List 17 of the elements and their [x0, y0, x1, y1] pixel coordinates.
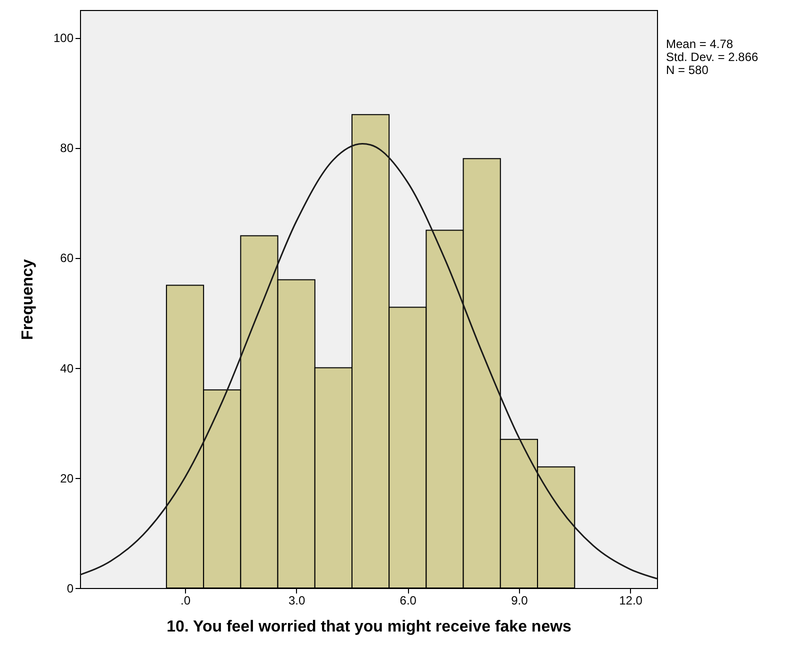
x-tick-label: 9.0 — [511, 594, 528, 608]
x-tick-label: .0 — [180, 594, 191, 608]
y-tick-label: 80 — [60, 141, 74, 156]
text: Std. Dev. = 2.866 — [666, 50, 758, 64]
y-tick-label: 60 — [60, 251, 74, 266]
x-tick-label: 6.0 — [400, 594, 417, 608]
y-tick-label: 40 — [60, 361, 74, 376]
x-axis-title: 10. You feel worried that you might receive fake news — [166, 618, 572, 636]
text: Mean = 4.78 — [666, 37, 734, 51]
y-axis-title: Frequency — [19, 258, 36, 340]
text: N = 580 — [666, 63, 710, 77]
y-tick-label: 20 — [60, 471, 74, 486]
y-tick-label: 100 — [53, 31, 74, 46]
x-tick-label: 12.0 — [619, 594, 643, 608]
line-series — [79, 143, 658, 580]
y-tick-label: 0 — [66, 582, 74, 596]
x-tick-label: 3.0 — [288, 594, 306, 608]
